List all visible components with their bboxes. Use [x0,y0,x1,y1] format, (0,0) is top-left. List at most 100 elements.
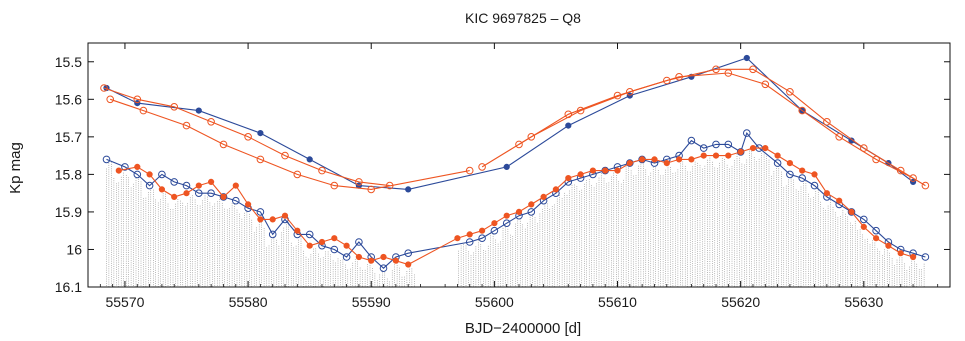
data-point [465,238,474,246]
data-point [515,140,523,149]
data-point [798,174,807,182]
data-point [490,226,499,235]
data-point [761,80,770,89]
data-point [330,245,339,254]
y-tick-label: 15.9 [55,204,82,220]
x-tick-label: 55610 [598,294,637,310]
data-point [663,160,670,167]
data-point [268,230,277,239]
data-point [158,170,166,179]
data-point [885,242,892,249]
data-point [712,140,720,149]
data-point [318,166,326,175]
data-point [465,166,474,175]
series-line [106,57,914,190]
series-line [110,98,470,190]
data-point [106,95,114,104]
data-point [100,84,108,92]
data-point [896,166,905,175]
data-point [368,257,375,264]
data-point [145,181,154,190]
series-layer [100,54,930,273]
data-point [133,95,142,104]
y-tick-label: 15.5 [55,54,82,70]
data-point [170,103,178,111]
data-point [306,156,313,163]
data-point [405,261,412,268]
data-point [102,155,111,164]
series-blue-open-line [102,129,930,273]
data-point [182,181,191,190]
data-point [343,242,350,249]
data-point [626,159,634,167]
x-axis-label: BJD−2400000 [d] [465,320,581,337]
data-point [663,76,671,85]
data-point [675,73,683,81]
data-point [860,215,868,224]
data-point [207,189,215,197]
data-point [774,152,781,159]
data-point [305,230,314,239]
plot-frame [87,42,951,288]
data-point [676,156,683,163]
data-point [232,196,240,205]
data-point [712,152,720,159]
data-point [183,190,190,197]
data-point [515,208,523,215]
data-point [724,69,733,77]
series-line [481,72,914,179]
data-point [823,190,831,197]
data-point [762,145,769,152]
x-tick-label: 55570 [105,294,144,310]
data-point [379,264,388,273]
data-point [860,223,867,230]
data-point [626,88,634,96]
chart-title: KIC 9697825 – Q8 [465,10,581,26]
vertical-lines-layer [106,150,925,287]
data-point [171,193,178,200]
data-point [115,167,122,174]
y-tick-label: 16.1 [55,279,82,295]
data-point [725,152,732,159]
data-point [799,167,806,174]
data-point [639,156,646,163]
data-point [134,163,141,170]
data-point [139,106,148,115]
y-tick-label: 16 [66,241,82,257]
y-tick-label: 15.8 [55,166,82,182]
data-point [244,133,252,141]
data-point [478,163,486,171]
data-point [847,208,856,216]
data-point [552,186,560,193]
data-point [897,250,904,257]
data-point [466,231,473,238]
data-point [380,253,387,261]
data-point [355,238,363,246]
data-point [910,253,917,261]
data-point [626,160,633,167]
data-point [294,227,301,234]
data-point [367,185,376,194]
data-point [651,156,658,163]
data-point [208,178,215,185]
data-point [811,171,818,178]
data-point [330,181,339,190]
data-point [909,174,917,182]
data-point [921,253,930,261]
data-point [872,155,880,164]
data-point [688,156,695,163]
data-point [614,167,621,174]
data-point [699,144,708,152]
data-point [540,193,547,200]
data-point [749,65,757,74]
data-point [257,216,264,223]
data-point [454,235,461,242]
data-point [219,193,228,201]
data-point [219,140,228,149]
data-point [404,249,413,257]
data-point [712,65,720,74]
data-point [565,175,572,182]
series-red-open-lines [100,65,930,194]
data-point [502,219,511,227]
